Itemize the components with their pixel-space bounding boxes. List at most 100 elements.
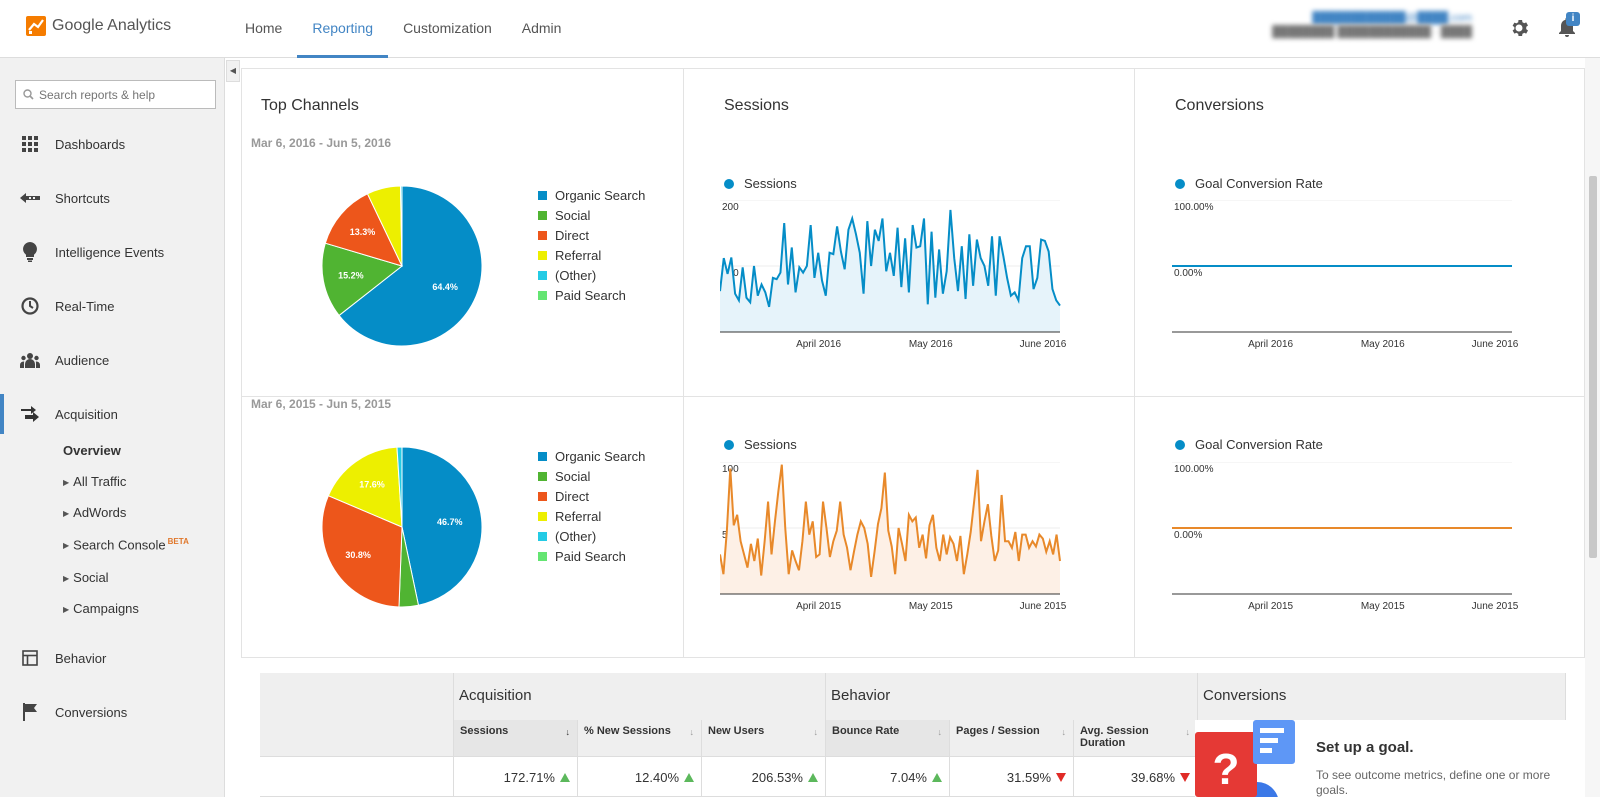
sidebar-item-intelligence-events[interactable]: Intelligence Events — [0, 232, 225, 272]
sessions-series-line[interactable] — [720, 209, 1061, 308]
sessions-legend-2016[interactable]: Sessions — [724, 176, 797, 191]
legend-item-social[interactable]: Social — [538, 205, 645, 225]
pie-data-label: 13.3% — [350, 227, 376, 237]
collapse-sidebar-button[interactable]: ◀ — [226, 60, 240, 82]
pie-data-label: 46.7% — [437, 517, 463, 527]
scrollbar[interactable] — [1585, 58, 1600, 797]
top-channels-title: Top Channels — [261, 97, 359, 114]
legend-swatch — [538, 270, 547, 280]
x-tick-label: May 2016 — [1361, 339, 1405, 350]
account-email: ████████████@████.com — [1312, 12, 1472, 24]
legend-item-direct[interactable]: Direct — [538, 225, 645, 245]
legend-label: Goal Conversion Rate — [1195, 176, 1323, 191]
conversion-legend-2015[interactable]: Goal Conversion Rate — [1175, 437, 1323, 452]
goal-title[interactable]: Set up a goal. — [1316, 739, 1414, 756]
panel-divider — [683, 68, 684, 658]
sidebar-item-behavior[interactable]: Behavior — [0, 638, 225, 678]
legend-item-organic-search[interactable]: Organic Search — [538, 185, 645, 205]
trend-up-icon — [560, 773, 570, 783]
legend-item-referral[interactable]: Referral — [538, 245, 645, 265]
legend-item-paid-search[interactable]: Paid Search — [538, 546, 645, 566]
cell-pages-per-session: 31.59% — [950, 757, 1074, 797]
cell-value: 12.40% — [634, 770, 679, 785]
google-analytics-logo[interactable]: Google Analytics — [26, 16, 171, 36]
notification-badge[interactable]: i — [1566, 12, 1580, 26]
legend-swatch — [538, 551, 547, 561]
sidebar-item-conversions[interactable]: Conversions — [0, 692, 225, 732]
search-box[interactable] — [15, 80, 216, 109]
column-label: % New Sessions — [584, 725, 671, 737]
pie-slice-direct[interactable] — [324, 193, 403, 267]
sub-item-overview[interactable]: Overview — [63, 443, 121, 458]
tab-admin[interactable]: Admin — [521, 20, 562, 36]
trend-up-icon — [684, 773, 694, 783]
pie-slice-organic-search[interactable] — [338, 185, 483, 347]
sidebar-item-acquisition[interactable]: Acquisition — [0, 394, 225, 434]
legend-item-organic-search[interactable]: Organic Search — [538, 446, 645, 466]
caret-right-icon: ▶ — [63, 574, 70, 583]
cell-new-sessions: 12.40% — [578, 757, 702, 797]
panel-divider — [241, 68, 1585, 69]
clock-icon — [20, 296, 40, 316]
sidebar-item-dashboards[interactable]: Dashboards — [0, 124, 225, 164]
y-tick-label: 0.00% — [1174, 268, 1202, 279]
legend-item-other[interactable]: (Other) — [538, 526, 645, 546]
pie-slice-social[interactable] — [321, 242, 404, 317]
pie-data-label: 30.8% — [345, 550, 371, 560]
x-tick-label: May 2015 — [1361, 601, 1405, 612]
pie-slice-organic-search[interactable] — [401, 446, 483, 606]
sub-item-campaigns[interactable]: ▶ Campaigns — [63, 601, 139, 616]
conversion-legend-2016[interactable]: Goal Conversion Rate — [1175, 176, 1323, 191]
sidebar-item-audience[interactable]: Audience — [0, 340, 225, 380]
column-header-new-sessions[interactable]: % New Sessions ↓ — [578, 720, 702, 757]
tab-customization[interactable]: Customization — [403, 20, 492, 36]
legend-item-referral[interactable]: Referral — [538, 506, 645, 526]
flag-icon — [20, 702, 40, 722]
column-header-bounce-rate[interactable]: Bounce Rate ↓ — [826, 720, 950, 757]
tab-reporting[interactable]: Reporting — [297, 0, 389, 58]
sessions-legend-2015[interactable]: Sessions — [724, 437, 797, 452]
sub-item-all-traffic[interactable]: ▶ All Traffic — [63, 474, 126, 489]
pie-slice-other[interactable] — [399, 185, 403, 267]
sidebar-item-real-time[interactable]: Real-Time — [0, 286, 225, 326]
group-behavior: Behavior — [826, 673, 1198, 720]
legend-item-direct[interactable]: Direct — [538, 486, 645, 506]
gear-icon[interactable] — [1510, 18, 1530, 38]
scrollbar-thumb[interactable] — [1589, 176, 1597, 558]
legend-item-other[interactable]: (Other) — [538, 265, 645, 285]
group-acquisition: Acquisition — [454, 673, 826, 720]
column-header-new-users[interactable]: New Users ↓ — [702, 720, 826, 757]
legend-item-paid-search[interactable]: Paid Search — [538, 285, 645, 305]
caret-right-icon: ▶ — [63, 541, 70, 551]
sessions-series-line[interactable] — [720, 464, 1061, 577]
goal-description: To see outcome metrics, define one or mo… — [1316, 768, 1551, 797]
legend-label: Organic Search — [555, 187, 646, 203]
cell-value: 7.04% — [890, 770, 927, 785]
tab-home[interactable]: Home — [245, 20, 283, 36]
search-input[interactable] — [39, 87, 199, 102]
legend-label: (Other) — [555, 528, 597, 544]
analytics-logo-icon — [26, 16, 46, 36]
conversion-chart-2016: 0.00% 100.00% April 2016 May 2016 June 2016 — [1172, 200, 1519, 350]
account-selector[interactable]: ████████████@████.com ████████ █████████… — [1262, 12, 1472, 38]
column-label: Bounce Rate — [832, 725, 900, 737]
acquisition-arrows-icon — [20, 404, 40, 424]
column-header-sessions[interactable]: Sessions ↓ — [454, 720, 578, 757]
column-header-avg-session-duration[interactable]: Avg. Session Duration ↓ — [1074, 720, 1198, 757]
cell-avg-session-duration: 39.68% — [1074, 757, 1198, 797]
column-label: Avg. Session Duration — [1080, 725, 1149, 749]
legend-item-social[interactable]: Social — [538, 466, 645, 486]
x-tick-label: April 2016 — [796, 339, 841, 350]
sub-item-adwords[interactable]: ▶ AdWords — [63, 505, 126, 520]
trend-up-icon — [808, 773, 818, 783]
sub-item-social[interactable]: ▶ Social — [63, 570, 109, 585]
pie-slice-direct[interactable] — [321, 495, 403, 608]
column-header-pages-per-session[interactable]: Pages / Session ↓ — [950, 720, 1074, 757]
sort-arrow-icon: ↓ — [689, 727, 695, 737]
pie-slice-referral[interactable] — [327, 446, 403, 528]
sidebar-item-shortcuts[interactable]: Shortcuts — [0, 178, 225, 218]
legend-label: Sessions — [744, 437, 797, 452]
pie-slice-other[interactable] — [396, 446, 403, 528]
sub-item-search-console[interactable]: ▶ Search Console BETA — [63, 537, 189, 552]
svg-text:?: ? — [1213, 745, 1240, 794]
